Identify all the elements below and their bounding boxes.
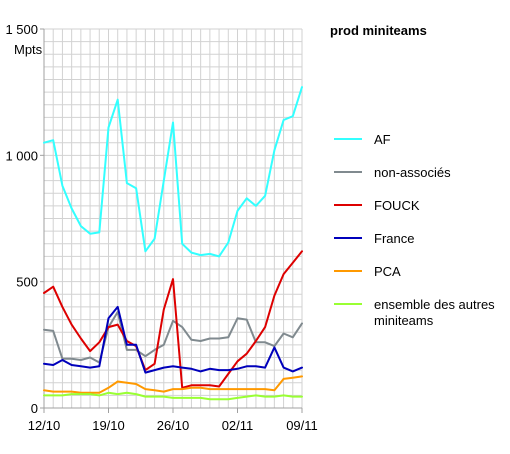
legend-label: ensemble des autres miniteams bbox=[374, 297, 495, 328]
y-tick-label: 500 bbox=[16, 275, 38, 290]
x-tick-label: 02/11 bbox=[222, 418, 254, 433]
chart-title: prod miniteams bbox=[330, 23, 427, 38]
series-line bbox=[43, 250, 303, 389]
tick-labels: 0 500 1 000 1 500 12/10 19/10 26/10 02/11 09/11 bbox=[5, 22, 317, 433]
x-tick-label: 19/10 bbox=[92, 418, 125, 433]
legend-label: AF bbox=[374, 132, 391, 147]
legend-label: PCA bbox=[374, 264, 401, 279]
legend-label: FOUCK bbox=[374, 198, 420, 213]
legend: AF non-associés FOUCK France PCA ensemble des… bbox=[334, 132, 495, 328]
series-line bbox=[43, 375, 303, 394]
series-line bbox=[43, 391, 303, 401]
axes bbox=[40, 28, 303, 413]
y-axis-label: Mpts bbox=[14, 42, 43, 57]
series-line bbox=[43, 86, 303, 258]
y-tick-label: 0 bbox=[31, 401, 38, 416]
legend-label: non-associés bbox=[374, 165, 451, 180]
x-tick-label: 09/11 bbox=[286, 418, 318, 433]
y-tick-label: 1 000 bbox=[5, 148, 38, 163]
legend-label: France bbox=[374, 231, 414, 246]
x-tick-label: 26/10 bbox=[157, 418, 190, 433]
series-line bbox=[43, 305, 303, 374]
x-tick-label: 12/10 bbox=[28, 418, 61, 433]
y-tick-label: 1 500 bbox=[5, 22, 38, 37]
series-line bbox=[43, 311, 303, 364]
series-lines bbox=[43, 86, 303, 401]
